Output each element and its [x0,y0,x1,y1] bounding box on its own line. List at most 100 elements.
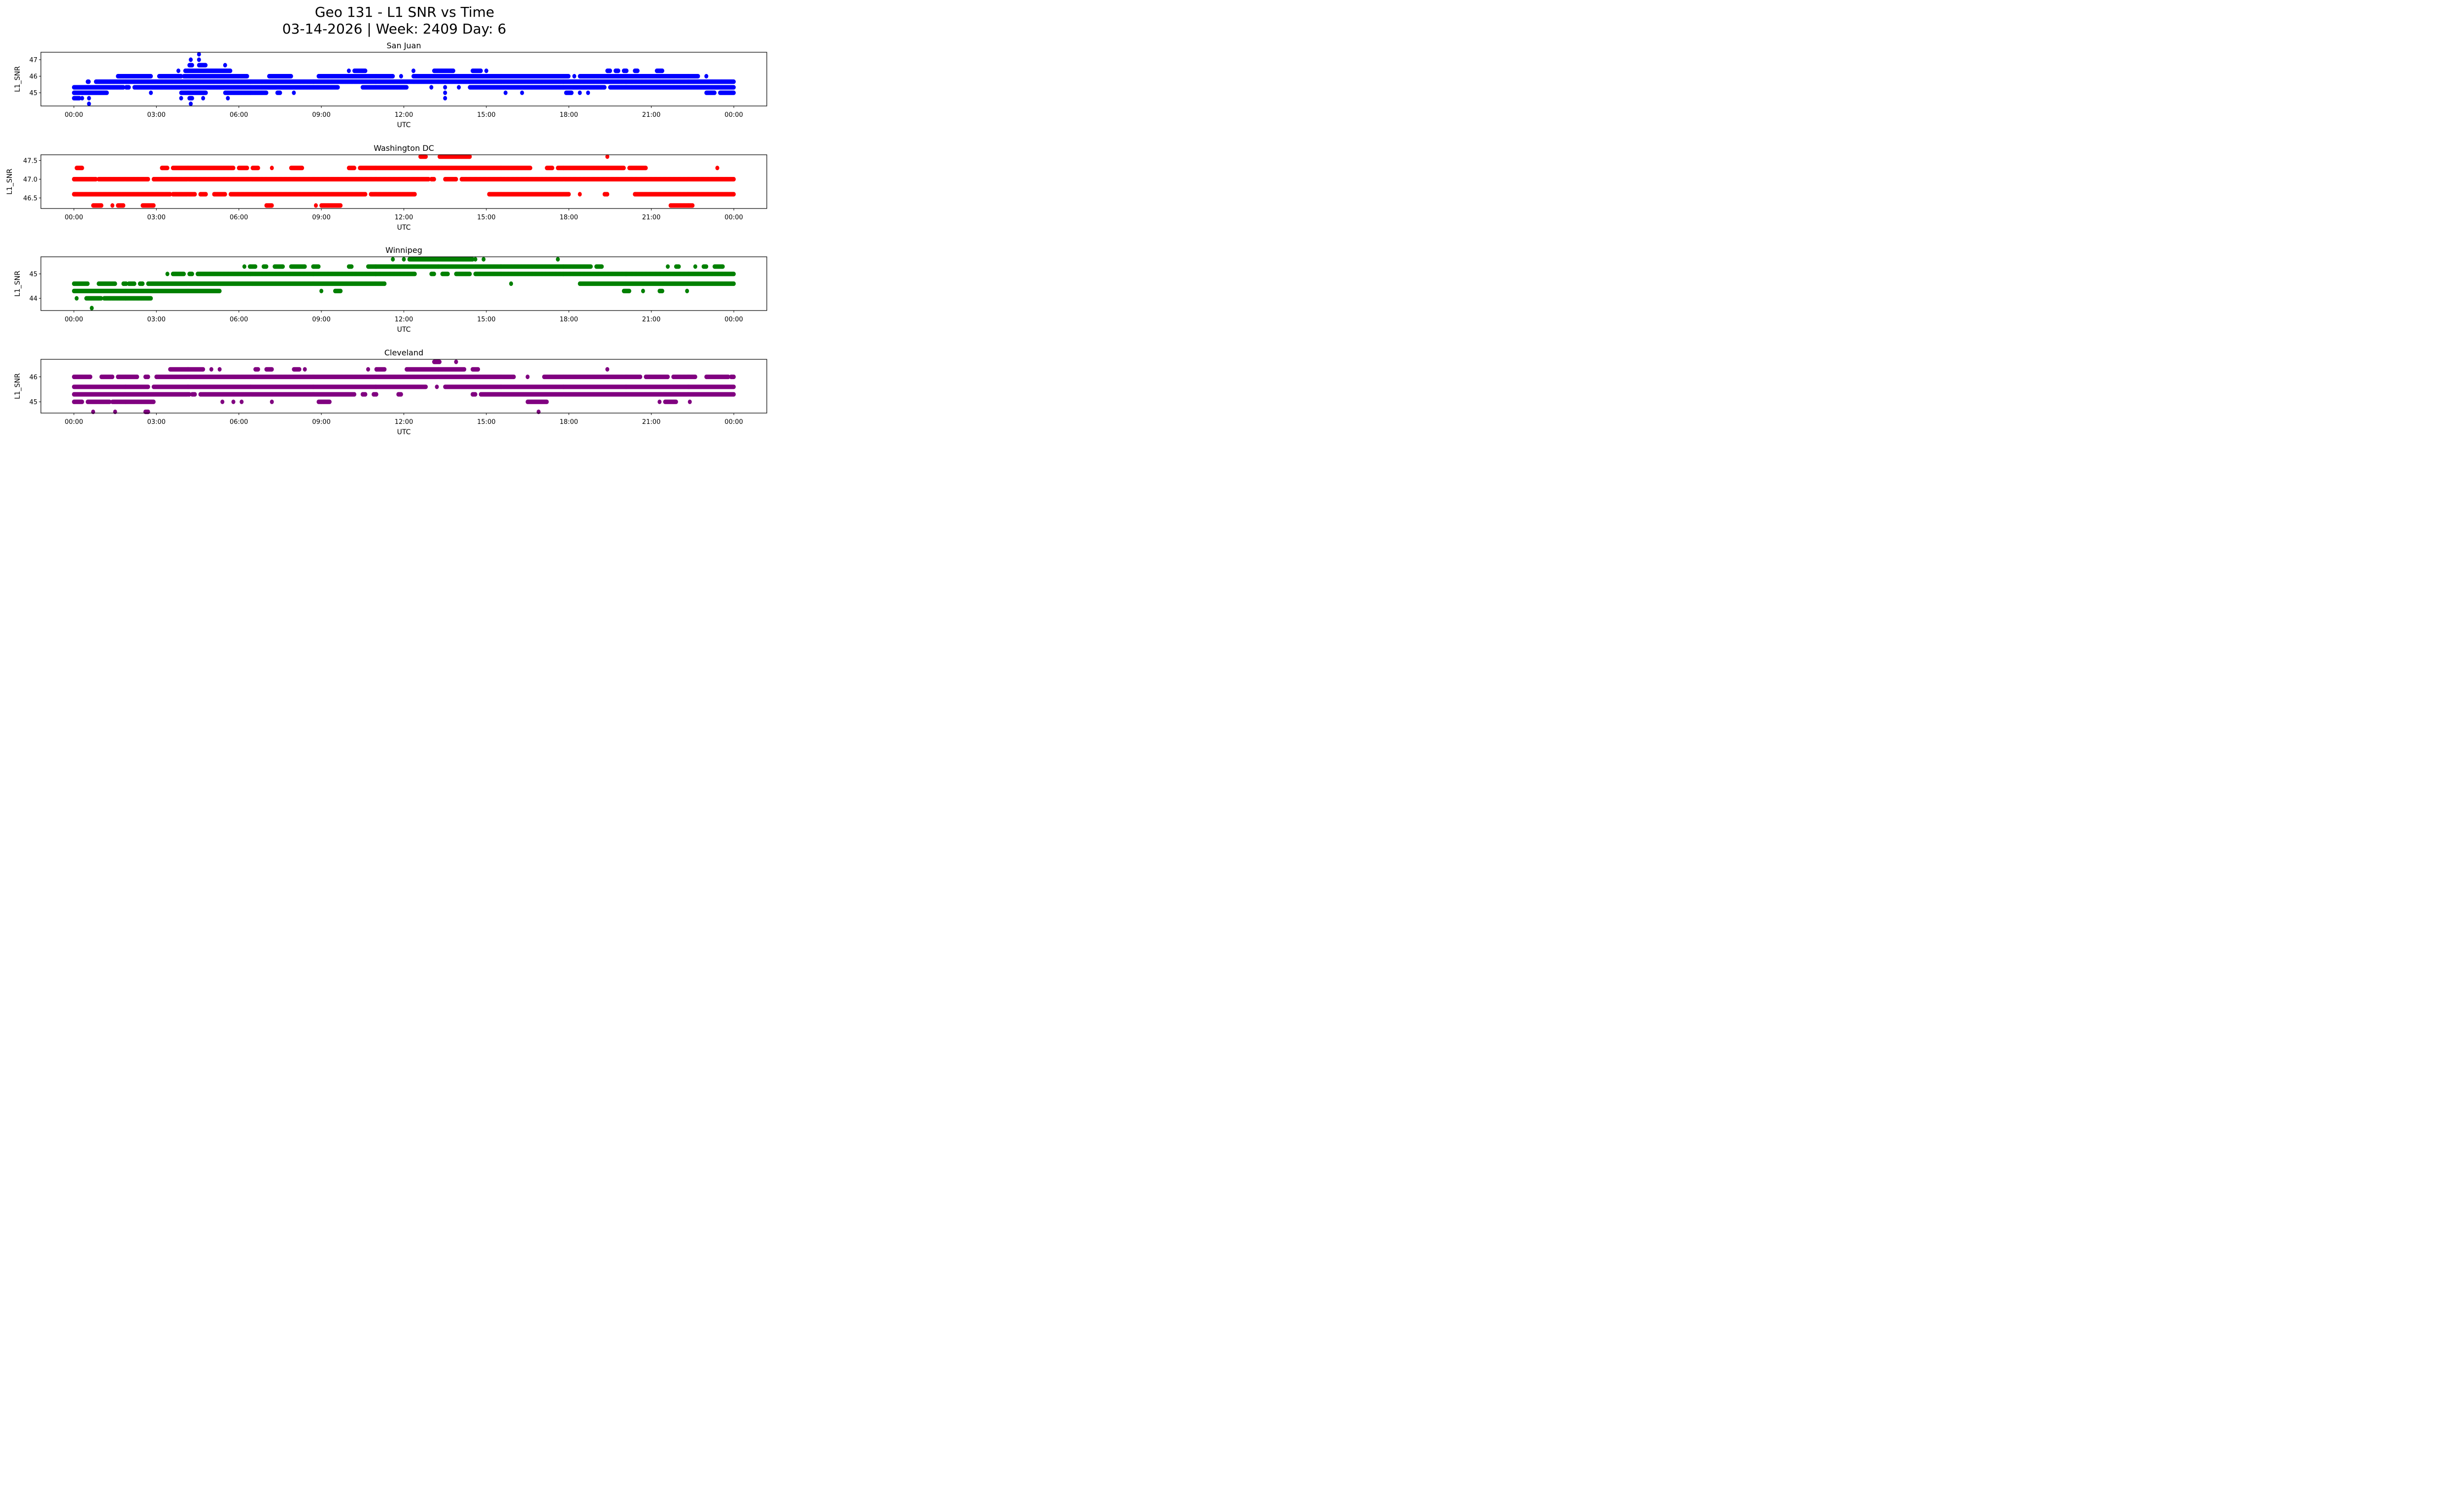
x-axis-label: UTC [397,121,411,129]
data-point [80,96,84,101]
data-point [165,166,170,171]
data-point [432,176,436,182]
x-tick-label: 06:00 [230,111,248,119]
data-point [660,69,664,73]
data-point [429,85,434,90]
y-tick-label: 47 [29,57,37,64]
data-point [176,69,180,73]
data-point [146,176,150,182]
data-point [602,85,607,90]
data-point [190,63,194,68]
data-point [572,74,577,79]
data-point [201,96,205,101]
data-point [624,69,629,73]
data-point [179,74,183,79]
data-point [451,69,455,73]
data-point [278,90,282,95]
data-point [644,166,648,171]
y-tick-label: 45 [29,90,37,97]
data-point [732,79,736,84]
x-tick-label: 15:00 [477,111,495,119]
data-point [635,69,640,73]
data-point [149,90,153,95]
data-point [346,69,351,73]
data-point [264,90,269,95]
data-point [520,90,524,95]
data-point [204,63,208,68]
data-point [256,166,260,171]
data-point [87,79,91,84]
data-point [87,96,91,101]
data-point [245,166,249,171]
data-point [443,96,447,101]
data-point [223,63,227,68]
data-point [586,90,590,95]
panel-title: San Juan [387,41,421,50]
data-point [352,166,357,171]
data-point [566,74,571,79]
data-point [363,69,368,73]
data-point [616,69,620,73]
data-point [732,90,736,95]
data-point [231,166,236,171]
data-point [204,90,208,95]
y-axis-label: L1_SNR [14,66,22,92]
data-point [704,74,709,79]
data-point [336,85,340,90]
data-point [289,74,293,79]
data-point [228,69,233,73]
data-point [457,85,461,90]
data-point [127,85,131,90]
y-tick-label: 46 [29,73,37,81]
chart-subtitle: 03-14-2026 | Week: 2409 Day: 6 [282,21,507,37]
data-point [608,69,612,73]
data-point [189,57,193,62]
data-point [270,166,274,171]
chart-title: Geo 131 - L1 SNR vs Time [315,4,494,20]
x-tick-label: 12:00 [395,111,413,119]
data-point [189,102,193,106]
data-point [300,166,305,171]
data-point [713,90,717,95]
data-point [405,85,409,90]
data-point [399,74,403,79]
data-point [197,52,201,57]
data-point [197,57,201,62]
data-point [550,166,554,171]
data-point [696,74,700,79]
data-point [528,166,533,171]
data-point [245,74,249,79]
data-point [292,90,296,95]
data-point [391,74,395,79]
data-point [80,166,84,171]
data-point [443,90,447,95]
scatter-points [72,52,736,106]
figure: Geo 131 - L1 SNR vs Time 03-14-2026 | We… [6,4,767,436]
x-tick-label: 00:00 [65,111,83,119]
data-point [503,90,508,95]
axes-frame [40,52,767,106]
scatter-points [72,154,736,208]
data-point [578,90,582,95]
data-point [443,85,447,90]
panel-title: Washington DC [374,143,434,153]
x-tick-label: 09:00 [312,111,330,119]
data-point [479,69,483,73]
x-tick-label: 18:00 [560,111,578,119]
data-point [179,96,183,101]
data-point [621,166,626,171]
x-tick-label: 00:00 [724,111,743,119]
x-tick-label: 21:00 [642,111,660,119]
data-point [732,85,736,90]
data-point [411,69,415,73]
data-point [190,96,194,101]
data-point [569,90,574,95]
data-point [104,90,109,95]
data-point [484,69,488,73]
data-point [87,102,91,106]
data-point [149,74,153,79]
data-point [226,96,230,101]
data-point [715,166,719,171]
